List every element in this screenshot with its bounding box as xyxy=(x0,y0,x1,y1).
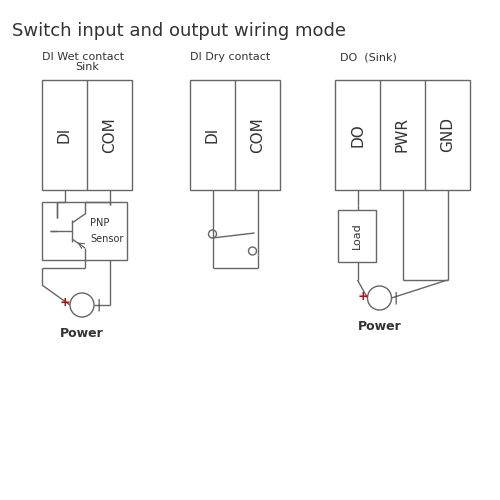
Text: DO  (Sink): DO (Sink) xyxy=(340,52,397,62)
Bar xyxy=(335,80,470,190)
Text: COM: COM xyxy=(102,117,117,153)
Text: Sensor: Sensor xyxy=(90,234,124,244)
Text: DO: DO xyxy=(350,123,365,147)
Bar xyxy=(338,210,376,262)
Text: Load: Load xyxy=(352,222,362,250)
Text: COM: COM xyxy=(250,117,265,153)
Text: |: | xyxy=(394,292,398,304)
Text: DI: DI xyxy=(205,127,220,143)
Text: Sink: Sink xyxy=(75,62,99,72)
Text: Switch input and output wiring mode: Switch input and output wiring mode xyxy=(12,22,346,40)
Text: +: + xyxy=(357,290,368,302)
Text: DI Wet contact: DI Wet contact xyxy=(42,52,124,62)
Text: +: + xyxy=(60,296,70,310)
Text: Power: Power xyxy=(60,327,104,340)
Text: DI: DI xyxy=(57,127,72,143)
Text: Power: Power xyxy=(358,320,402,333)
Bar xyxy=(190,80,280,190)
Text: |: | xyxy=(96,298,100,312)
Bar xyxy=(42,202,127,260)
Text: PNP: PNP xyxy=(90,218,110,228)
Text: GND: GND xyxy=(440,118,455,152)
Text: PWR: PWR xyxy=(395,118,410,152)
Bar xyxy=(42,80,132,190)
Text: DI Dry contact: DI Dry contact xyxy=(190,52,270,62)
